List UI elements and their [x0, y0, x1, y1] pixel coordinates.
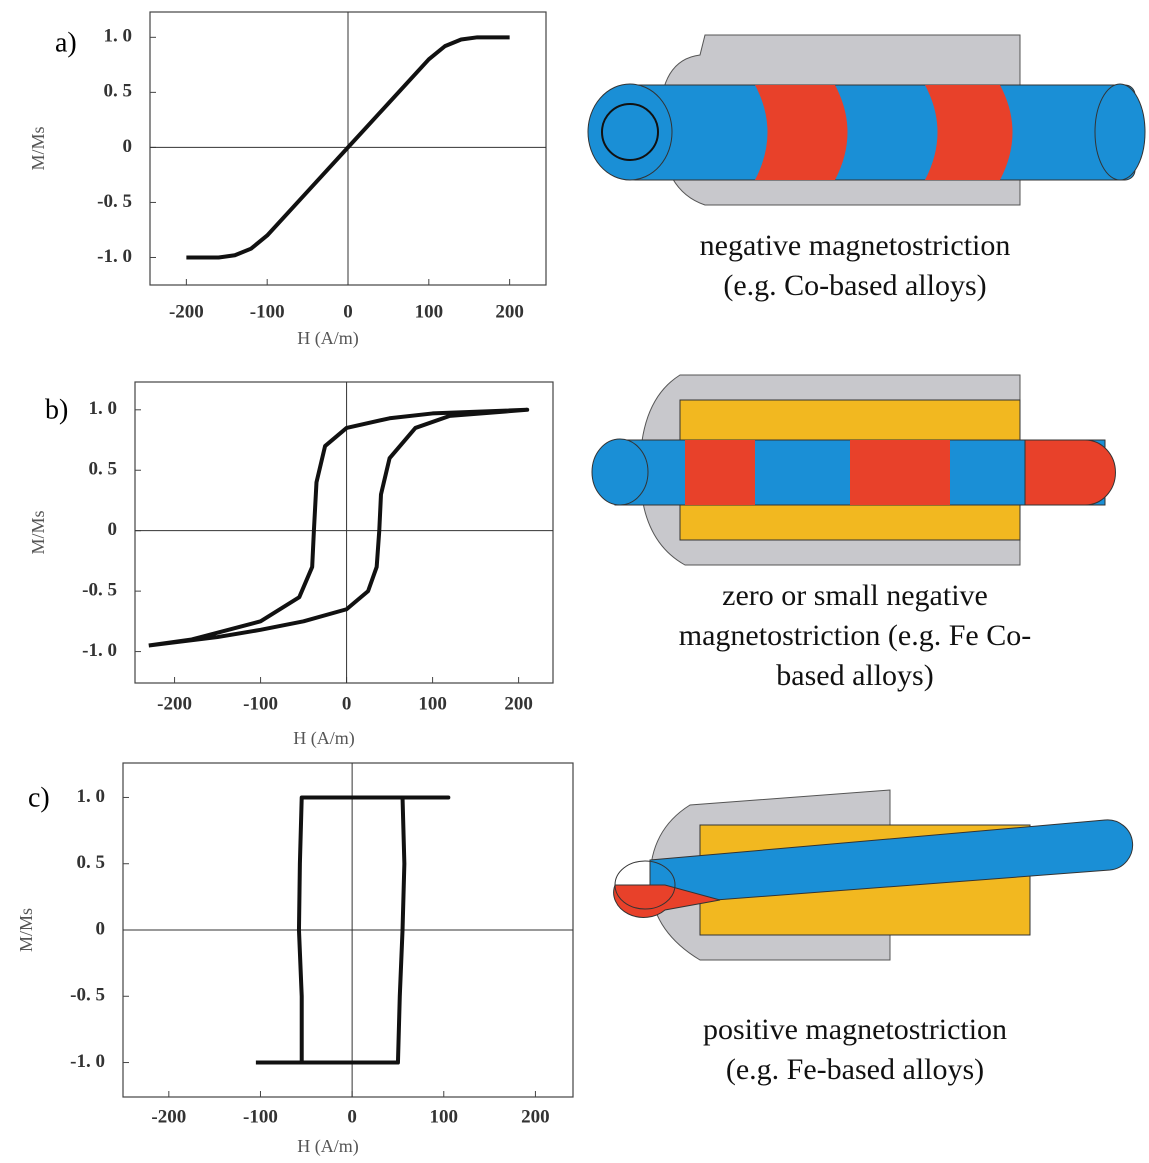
- y-tick-label: -1. 0: [70, 1051, 105, 1072]
- y-tick-label: -0. 5: [97, 191, 132, 212]
- x-axis-label: H (A/m): [293, 728, 355, 749]
- y-tick-label: 0: [96, 918, 106, 939]
- x-tick-label: -100: [243, 1106, 278, 1127]
- x-tick-label: 100: [418, 693, 447, 714]
- x-tick-label: -100: [243, 693, 278, 714]
- diagram-caption: positive magnetostriction: [703, 1013, 1007, 1046]
- diagram-c: [614, 790, 1133, 960]
- diagram-caption: negative magnetostriction: [700, 229, 1011, 262]
- x-tick-label: 200: [495, 301, 524, 322]
- figure: -200 -100 0 100 200 1. 0 0. 5 0 -0. 5 -1. 0 H (A/m…: [0, 0, 1149, 1163]
- y-tick-label: -0. 5: [70, 985, 105, 1006]
- x-tick-label: -200: [169, 301, 204, 322]
- x-tick-label: 0: [347, 1106, 357, 1127]
- hysteresis-curve: [149, 410, 527, 646]
- x-axis-label: H (A/m): [297, 328, 359, 349]
- panel-label: a): [55, 27, 77, 58]
- y-tick-label: 1. 0: [77, 786, 106, 807]
- y-tick-label: 0. 5: [77, 852, 106, 873]
- panel-label: b): [45, 394, 68, 425]
- x-tick-label: -200: [157, 693, 192, 714]
- y-tick-label: 0: [123, 136, 133, 157]
- x-tick-label: 100: [430, 1106, 459, 1127]
- diagram-caption: based alloys): [776, 659, 933, 692]
- y-axis-label: M/Ms: [16, 908, 36, 952]
- diagram-caption: (e.g. Fe-based alloys): [726, 1053, 984, 1086]
- y-tick-label: 1. 0: [89, 398, 118, 419]
- x-tick-label: 0: [342, 693, 352, 714]
- y-tick-label: -1. 0: [97, 246, 132, 267]
- panel-label: c): [28, 782, 50, 813]
- y-tick-label: 1. 0: [104, 26, 133, 47]
- diagram-caption: magnetostriction (e.g. Fe Co-: [679, 619, 1031, 652]
- y-tick-label: 0. 5: [104, 81, 133, 102]
- diagram-b: [592, 375, 1115, 565]
- diagram-caption: zero or small negative: [722, 579, 988, 612]
- x-tick-label: 0: [343, 301, 353, 322]
- y-tick-label: 0: [108, 519, 118, 540]
- x-axis-label: H (A/m): [297, 1136, 359, 1157]
- x-tick-label: 200: [504, 693, 533, 714]
- x-tick-label: -100: [250, 301, 285, 322]
- x-tick-label: 200: [521, 1106, 550, 1127]
- diagram-a: [588, 35, 1145, 205]
- y-tick-label: -1. 0: [82, 640, 117, 661]
- x-tick-label: -200: [151, 1106, 186, 1127]
- y-tick-label: -0. 5: [82, 579, 117, 600]
- y-axis-label: M/Ms: [28, 510, 48, 554]
- y-tick-label: 0. 5: [89, 459, 118, 480]
- diagram-caption: (e.g. Co-based alloys): [723, 269, 986, 302]
- y-axis-label: M/Ms: [28, 126, 48, 170]
- x-tick-label: 100: [415, 301, 444, 322]
